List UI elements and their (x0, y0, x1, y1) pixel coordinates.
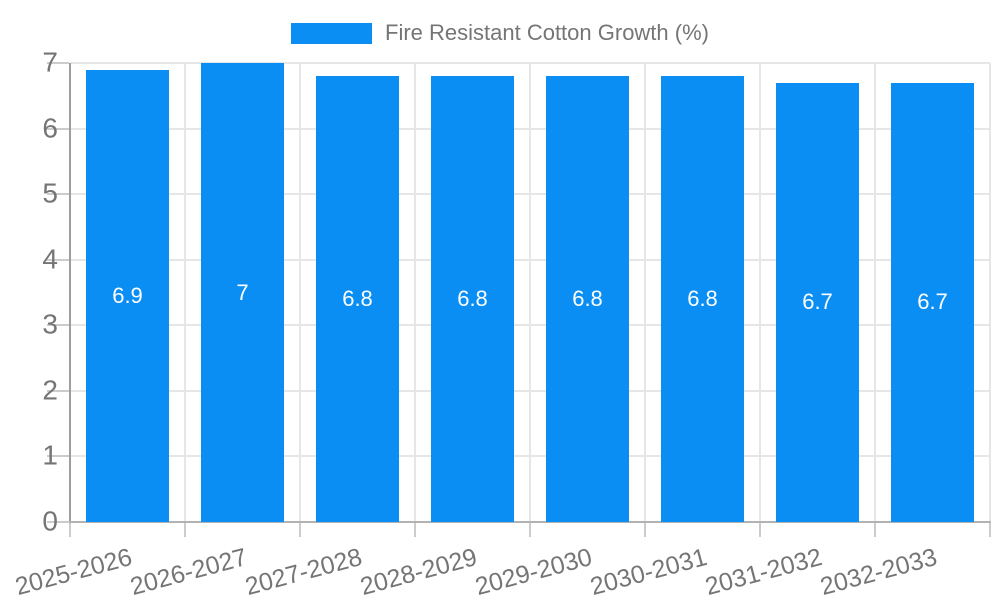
bar (661, 76, 744, 522)
bar (891, 82, 974, 522)
gridline-vertical (874, 63, 876, 522)
y-tick-label: 7 (42, 46, 58, 78)
y-tick-label: 1 (42, 439, 58, 471)
y-tick-mark (47, 62, 69, 64)
y-tick-label: 4 (42, 243, 58, 275)
y-tick-mark (47, 127, 69, 130)
gridline-vertical (759, 63, 761, 522)
y-tick-mark (47, 258, 69, 261)
x-tick-mark (989, 522, 991, 537)
bar-value-label: 6.7 (802, 289, 833, 315)
y-tick-mark (47, 455, 69, 458)
bar-value-label: 6.9 (112, 282, 143, 308)
y-tick-label: 5 (42, 177, 58, 209)
bar (316, 76, 399, 522)
gridline-vertical (644, 63, 646, 522)
x-tick-mark (874, 522, 876, 537)
bar (86, 69, 169, 522)
bar-value-label: 6.8 (457, 286, 488, 312)
x-tick-mark (644, 522, 646, 537)
x-tick-mark (299, 522, 301, 537)
bar (201, 63, 284, 522)
gridline-vertical (989, 63, 991, 522)
y-tick-label: 2 (42, 374, 58, 406)
x-axis-line (69, 521, 991, 523)
bar-value-label: 6.8 (342, 286, 373, 312)
bar-value-label: 6.7 (917, 289, 948, 315)
gridline-vertical (529, 63, 531, 522)
bar-value-label: 7 (236, 279, 249, 305)
y-tick-mark (47, 193, 69, 196)
y-tick-label: 6 (42, 112, 58, 144)
legend-label: Fire Resistant Cotton Growth (%) (385, 20, 709, 45)
y-tick-label: 3 (42, 308, 58, 340)
y-tick-mark (47, 389, 69, 392)
x-tick-mark (529, 522, 531, 537)
y-tick-mark (47, 521, 69, 523)
gridline-vertical (414, 63, 416, 522)
legend: Fire Resistant Cotton Growth (%) (0, 20, 1000, 46)
y-tick-mark (47, 324, 69, 327)
bar (776, 82, 859, 522)
x-tick-mark (184, 522, 186, 537)
x-tick-mark (69, 522, 71, 537)
bar (546, 76, 629, 522)
gridline-vertical (299, 63, 301, 522)
x-tick-mark (759, 522, 761, 537)
y-tick-label: 0 (42, 505, 58, 537)
bar-value-label: 6.8 (687, 286, 718, 312)
y-axis-line (69, 63, 71, 522)
bar (431, 76, 514, 522)
x-tick-mark (414, 522, 416, 537)
bar-value-label: 6.8 (572, 286, 603, 312)
gridline-vertical (184, 63, 186, 522)
legend-color-swatch (291, 22, 372, 44)
